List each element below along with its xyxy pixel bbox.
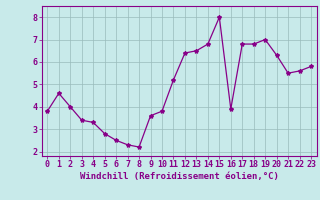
X-axis label: Windchill (Refroidissement éolien,°C): Windchill (Refroidissement éolien,°C) <box>80 172 279 181</box>
